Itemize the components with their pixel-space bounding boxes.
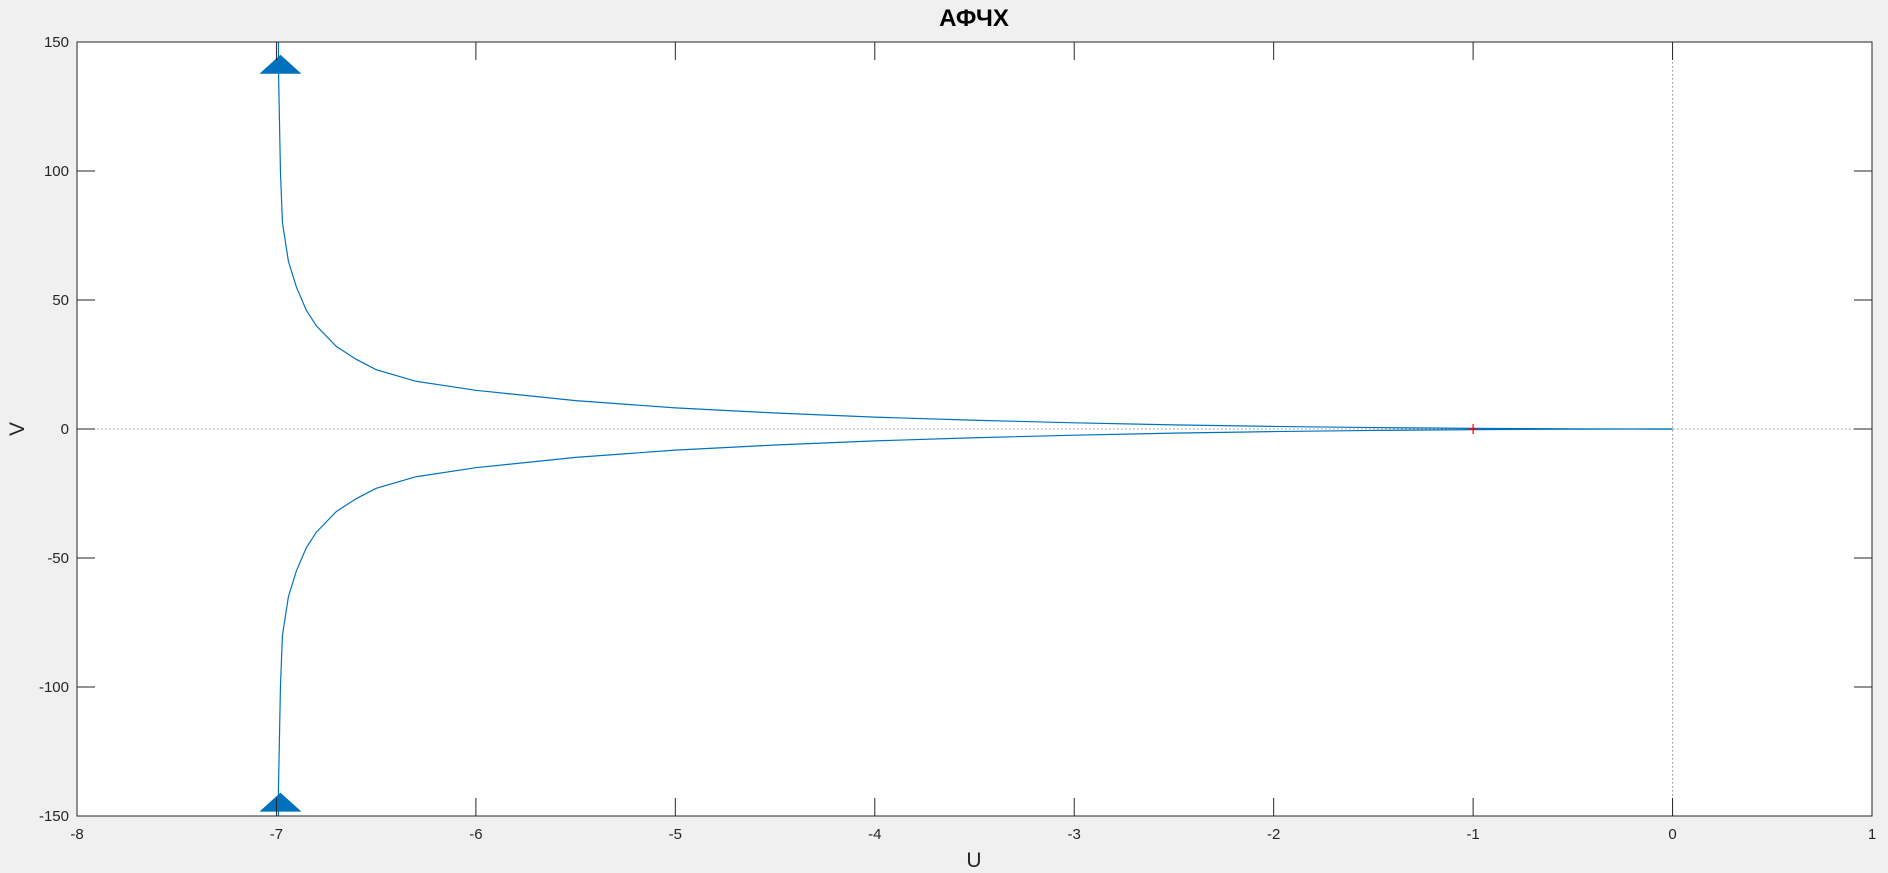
chart-title: АФЧХ [939,5,1009,32]
y-tick-label: 50 [52,292,69,309]
x-tick-label: -8 [70,826,83,843]
x-tick-label: -1 [1466,826,1479,843]
tick-layer: -8 -7 -6 -5 -4 -3 -2 -1 0 1 -150 -100 -50 0 50 100 150 [39,34,1876,843]
series-line-2 [277,428,1673,816]
y-tick-label: -100 [39,679,69,696]
y-axis-label: V [6,422,29,436]
x-tick-label: 1 [1868,826,1876,843]
series-line-1 [277,42,1673,430]
x-tick-label: -7 [270,826,283,843]
y-tick-label: -50 [47,550,69,567]
series-layer [277,42,1673,816]
y-tick-label: 150 [44,34,69,51]
x-axis-label: U [966,849,981,872]
zero-lines [77,42,1872,816]
x-tick-label: -3 [1068,826,1081,843]
direction-arrow-2 [259,792,302,812]
direction-arrow-1 [259,54,302,74]
x-tick-label: -6 [469,826,482,843]
x-tick-label: -5 [669,826,682,843]
y-tick-label: 100 [44,163,69,180]
y-tick-label: -150 [39,808,69,825]
x-tick-label: -2 [1267,826,1280,843]
marker-layer [259,54,1479,812]
x-tick-label: 0 [1668,826,1676,843]
critical-point-marker [1468,424,1479,434]
y-tick-label: 0 [61,421,69,438]
x-tick-label: -4 [868,826,881,843]
